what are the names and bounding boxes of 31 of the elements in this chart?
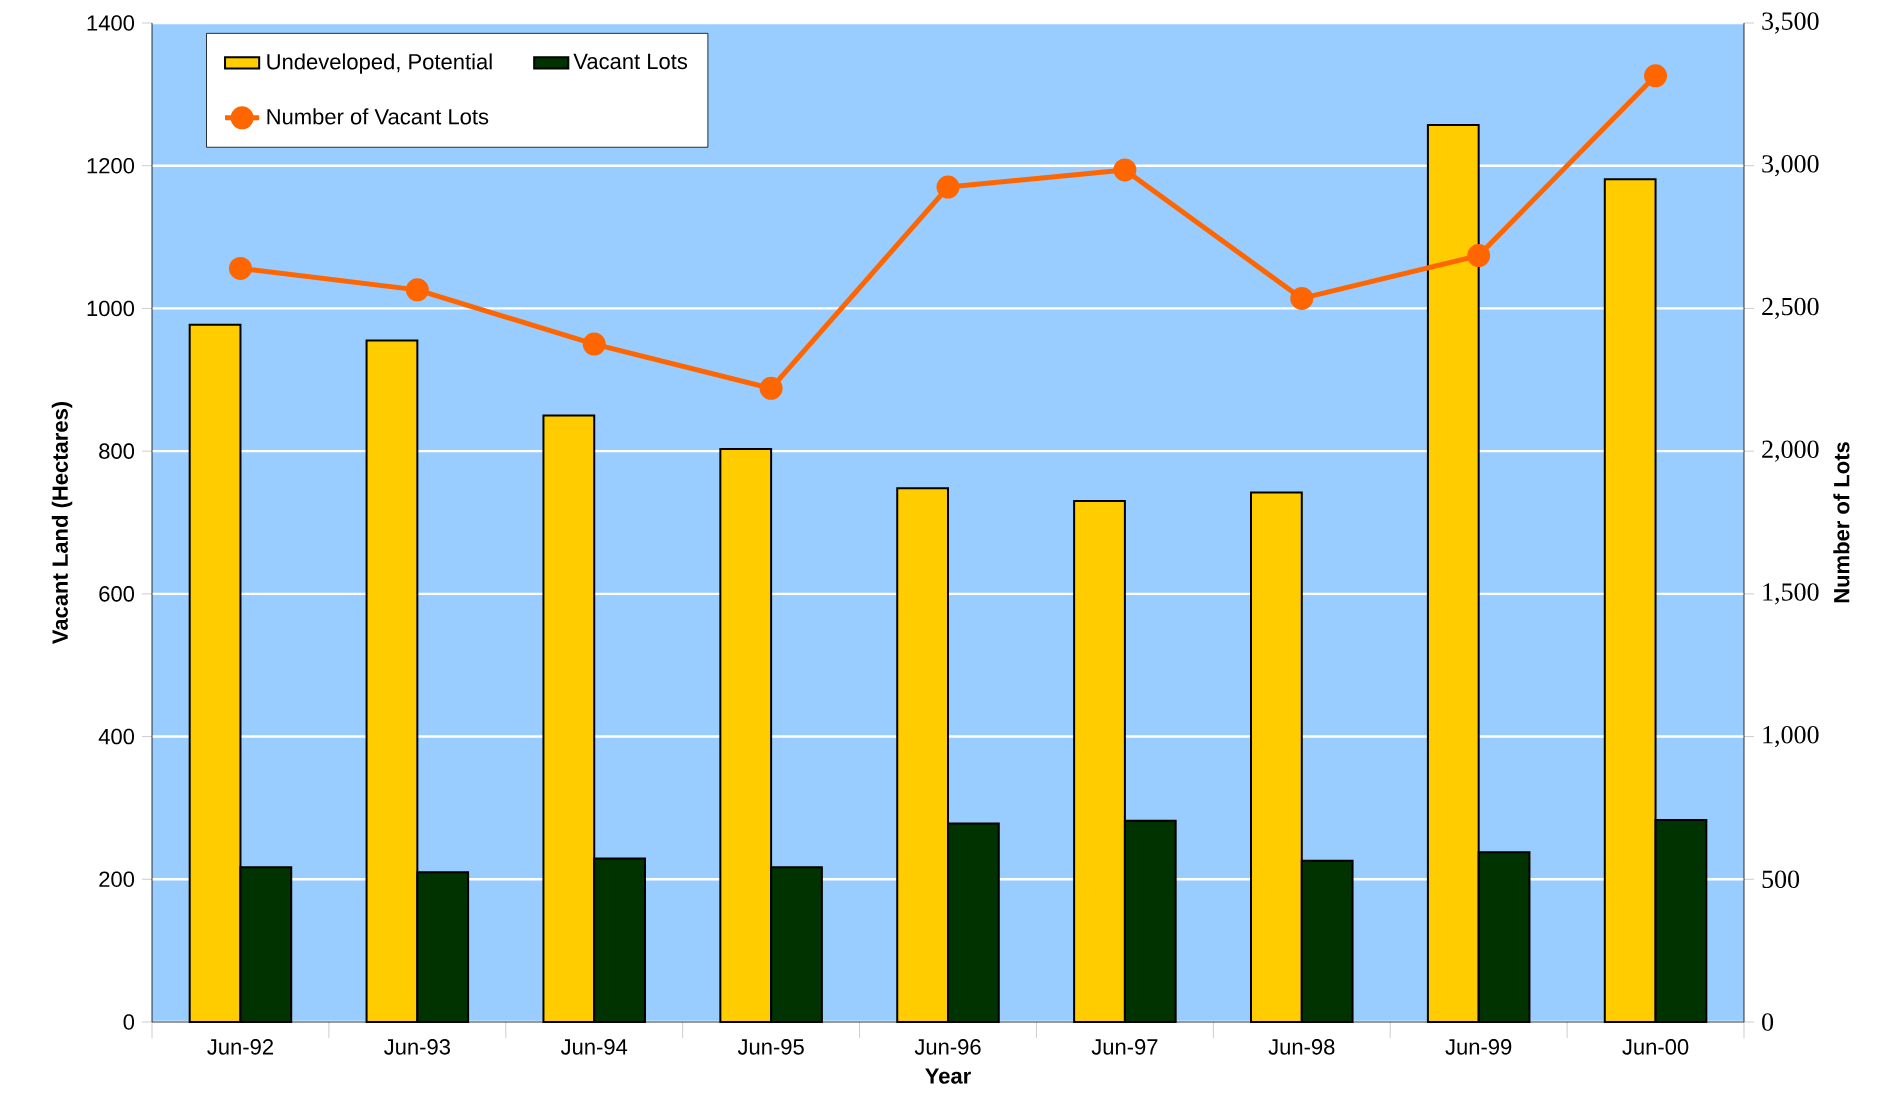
y-tick-label: 600 bbox=[99, 586, 135, 602]
x-tick-label: Jun-94 bbox=[560, 1039, 628, 1055]
x-tick-label: Jun-95 bbox=[737, 1039, 804, 1055]
x-tick-label: Jun-99 bbox=[1445, 1039, 1512, 1055]
y2-tick-label: 3,000 bbox=[1762, 155, 1819, 177]
y2-tick-label: 0 bbox=[1762, 1013, 1774, 1031]
y-axis-title: Vacant Land (Hectares) bbox=[51, 401, 73, 644]
y2-tick-label: 500 bbox=[1762, 870, 1800, 889]
x-tick-label: Jun-98 bbox=[1268, 1039, 1335, 1055]
legend-label: Undeveloped, Potential bbox=[267, 53, 492, 74]
x-tick-label: Jun-92 bbox=[207, 1039, 273, 1055]
y2-tick-label: 2,000 bbox=[1762, 440, 1819, 462]
y2-axis-title: Number of Lots bbox=[1833, 442, 1850, 603]
y-tick-label: 0 bbox=[123, 1014, 135, 1030]
x-tick-label: Jun-96 bbox=[914, 1039, 981, 1055]
x-tick-label: Jun-97 bbox=[1091, 1039, 1158, 1055]
y2-tick-label: 1,000 bbox=[1763, 725, 1819, 748]
y2-tick-label: 1,500 bbox=[1763, 583, 1819, 605]
y-tick-label: 1000 bbox=[87, 300, 135, 317]
y-tick-label: 800 bbox=[99, 443, 135, 459]
y2-tick-label: 3,500 bbox=[1762, 12, 1819, 34]
x-axis-title: Year bbox=[925, 1068, 971, 1084]
y-tick-label: 1400 bbox=[87, 15, 135, 31]
y2-tick-label: 2,500 bbox=[1762, 297, 1819, 320]
x-tick-label: Jun-93 bbox=[384, 1039, 450, 1055]
legend-label: Number of Vacant Lots bbox=[267, 108, 489, 125]
legend-label: Vacant Lots bbox=[573, 53, 688, 70]
y-tick-label: 400 bbox=[98, 728, 135, 745]
y-tick-label: 1200 bbox=[87, 157, 135, 174]
y-tick-label: 200 bbox=[99, 871, 135, 888]
x-tick-label: Jun-00 bbox=[1622, 1039, 1689, 1055]
